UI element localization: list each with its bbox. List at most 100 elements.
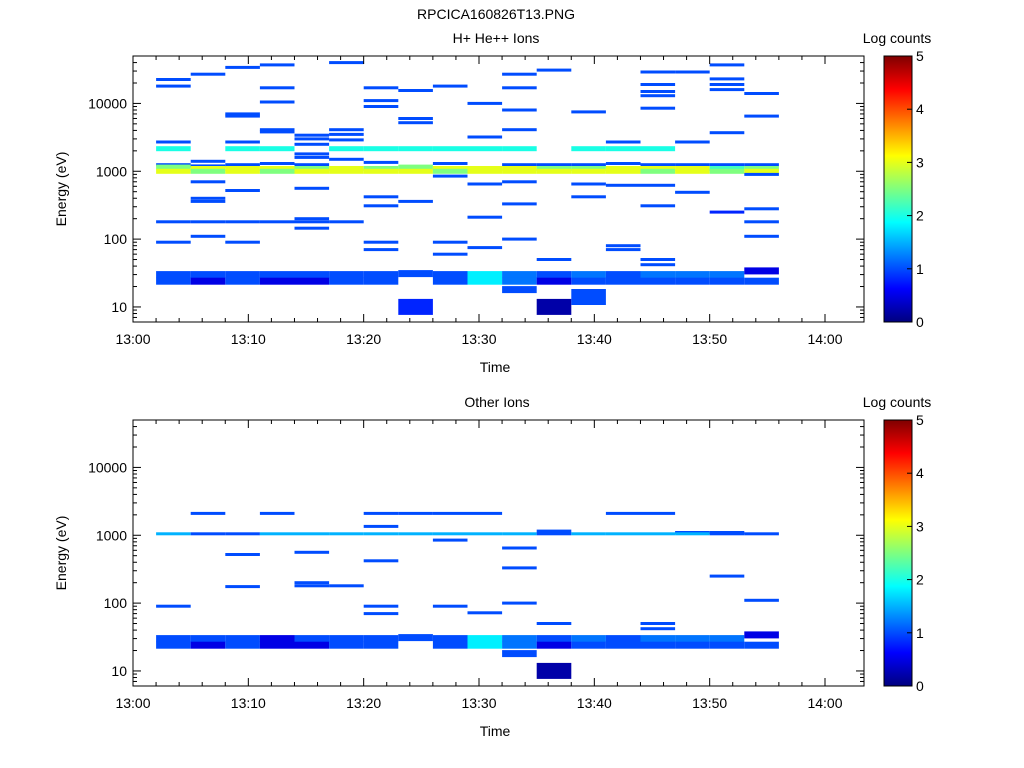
heatmap-cell [363, 612, 399, 616]
heatmap-cell [502, 532, 537, 536]
heatmap-cell [744, 234, 779, 238]
heatmap-cell [536, 529, 572, 533]
heatmap-cell [259, 635, 295, 643]
colorbar-tick-label: 1 [916, 261, 924, 277]
heatmap-cell [294, 137, 330, 141]
heatmap-cell [744, 114, 779, 118]
heatmap-cell [329, 641, 364, 649]
heatmap-cell [432, 162, 468, 165]
colorbar-label: Log counts [863, 30, 932, 46]
heatmap-cell [363, 635, 399, 643]
colorbar-tick-label: 0 [916, 678, 924, 694]
heatmap-cell [363, 524, 399, 528]
heatmap-cell [294, 152, 330, 156]
heatmap-cell [225, 635, 260, 643]
heatmap-cell [190, 277, 226, 285]
heatmap-cell [294, 584, 330, 588]
heatmap-cell [571, 182, 606, 186]
heatmap-cell [398, 199, 433, 203]
heatmap-cell [605, 166, 641, 171]
heatmap-cell [225, 553, 260, 556]
heatmap-cell [432, 166, 468, 171]
x-tick-label: 13:50 [692, 695, 727, 711]
colorbar-tick-label: 3 [916, 154, 924, 170]
colorbar-tick-label: 2 [916, 572, 924, 588]
heatmap-cell [156, 140, 191, 144]
heatmap-cell [709, 271, 745, 279]
heatmap-cell [467, 611, 503, 615]
heatmap-cell [709, 63, 745, 67]
heatmap-cell [744, 220, 779, 224]
heatmap-cell [432, 252, 468, 256]
heatmap-cell [467, 532, 503, 536]
heatmap-cell [294, 220, 330, 224]
heatmap-cell [640, 277, 676, 285]
heatmap-cell [225, 220, 260, 224]
heatmap-cell [294, 550, 330, 554]
heatmap-cell [294, 226, 330, 230]
colorbar-tick-label: 0 [916, 314, 924, 330]
heatmap-cell [467, 101, 503, 105]
heatmap-cell [467, 635, 503, 643]
heatmap-cell [744, 92, 779, 95]
heatmap-cell [467, 246, 503, 250]
heatmap-cell [259, 641, 295, 649]
heatmap-cell [156, 277, 191, 285]
heatmap-cell [502, 168, 537, 174]
heatmap-cell [571, 271, 606, 279]
heatmap-cell [709, 83, 745, 86]
heatmap-cell [225, 641, 260, 649]
x-tick-label: 13:00 [115, 331, 150, 347]
heatmap-cell [467, 215, 503, 219]
heatmap-cell [294, 186, 330, 190]
y-tick-label: 10000 [88, 95, 127, 111]
heatmap-cell [156, 240, 191, 244]
heatmap-cell [398, 89, 433, 92]
heatmap-cell [190, 164, 226, 168]
heatmap-cell [571, 532, 606, 536]
heatmap-cell [398, 634, 433, 642]
heatmap-cell [709, 532, 745, 536]
heatmap-cell [605, 271, 641, 279]
heatmap-cell [502, 566, 537, 570]
heatmap-cell [432, 641, 468, 649]
heatmap-cell [259, 130, 295, 134]
heatmap-cell [709, 77, 745, 81]
heatmap-cell [432, 174, 468, 178]
heatmap-cell [156, 164, 191, 170]
heatmap-cell [571, 195, 606, 199]
heatmap-cell [294, 168, 330, 174]
heatmap-cell [502, 128, 537, 132]
heatmap-cell [259, 511, 295, 515]
colorbar-tick-label: 4 [916, 101, 924, 117]
panel-title: H+ He++ Ions [453, 30, 540, 46]
heatmap-cell [605, 244, 641, 248]
colorbar-tick-label: 5 [916, 412, 924, 428]
heatmap-cell [398, 270, 433, 278]
heatmap-cell [294, 155, 330, 159]
heatmap-cell [467, 166, 503, 171]
heatmap-cell [640, 622, 676, 625]
panel-title: Other Ions [464, 394, 529, 410]
heatmap-cell [536, 166, 572, 171]
heatmap-cell [640, 163, 676, 167]
heatmap-cell [329, 532, 364, 536]
heatmap-cell [398, 511, 433, 515]
heatmap-cell [605, 146, 641, 152]
heatmap-cell [363, 204, 399, 208]
heatmap-cell [709, 635, 745, 643]
heatmap-cell [363, 511, 399, 515]
x-tick-label: 13:10 [231, 331, 266, 347]
heatmap-cell [640, 106, 676, 110]
heatmap-cell [744, 168, 779, 174]
heatmap-cell [571, 641, 606, 649]
heatmap-cell [398, 168, 433, 174]
heatmap-cell [605, 168, 641, 174]
heatmap-cell [156, 220, 191, 224]
heatmap-cell [640, 511, 676, 515]
heatmap-cell [190, 196, 226, 200]
colorbar: 0 1 2 3 4 5 [883, 412, 924, 694]
heatmap-cell [432, 604, 468, 608]
heatmap-cell [225, 112, 260, 116]
heatmap-cell [329, 138, 364, 142]
